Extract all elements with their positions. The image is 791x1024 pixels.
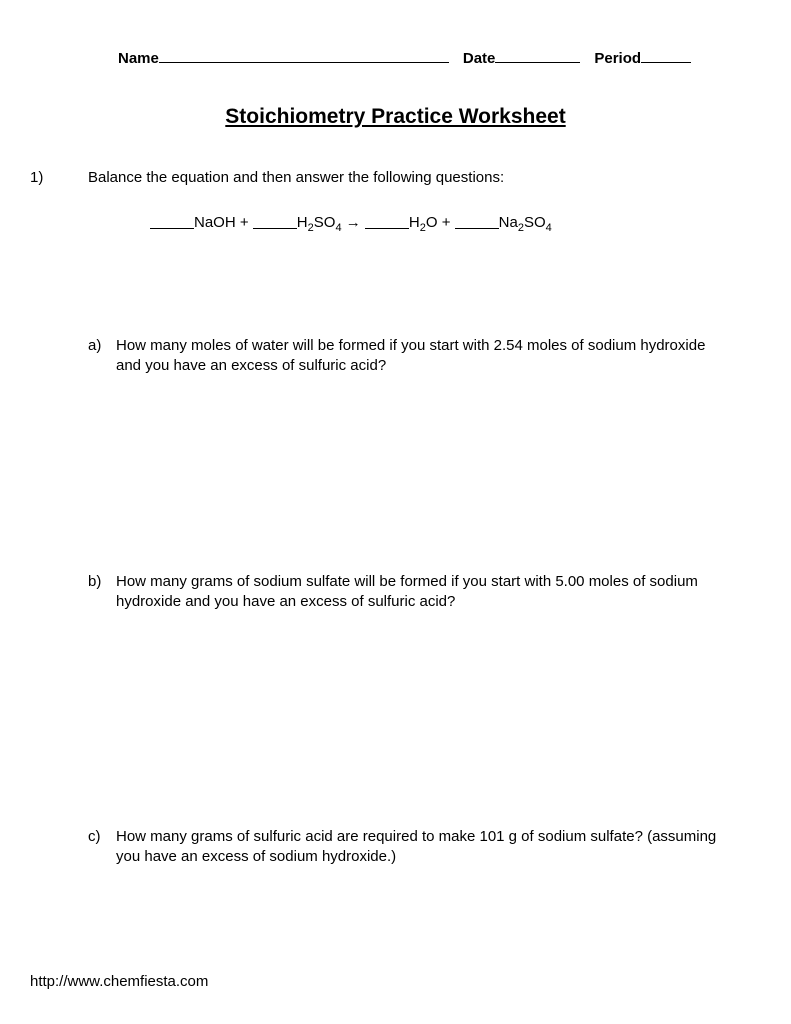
date-label: Date — [463, 50, 496, 67]
product-2-sub2: 4 — [546, 222, 552, 234]
plus-2: + — [438, 214, 455, 231]
subpart-c: c) How many grams of sulfuric acid are r… — [88, 827, 731, 868]
subpart-b: b) How many grams of sodium sulfate will… — [88, 572, 731, 613]
reactant-2-mid: SO — [314, 214, 336, 231]
subpart-a-text: How many moles of water will be formed i… — [116, 336, 731, 377]
coefficient-blank-2[interactable] — [253, 228, 297, 229]
header-fields: Name Date Period — [118, 50, 731, 67]
subpart-b-text: How many grams of sodium sulfate will be… — [116, 572, 731, 613]
period-blank[interactable] — [641, 62, 691, 63]
coefficient-blank-1[interactable] — [150, 228, 194, 229]
product-2-mid: SO — [524, 214, 546, 231]
reactant-1: NaOH — [194, 214, 236, 231]
subpart-c-text: How many grams of sulfuric acid are requ… — [116, 827, 731, 868]
worksheet-title: Stoichiometry Practice Worksheet — [30, 105, 761, 129]
product-2-pre: Na — [499, 214, 518, 231]
chemical-equation: NaOH + H2SO4 → H2O + Na2SO4 — [30, 214, 761, 231]
subpart-c-letter: c) — [88, 827, 116, 847]
footer-url: http://www.chemfiesta.com — [30, 973, 208, 990]
name-label: Name — [118, 50, 159, 67]
product-1-post: O — [426, 214, 438, 231]
reactant-2-pre: H — [297, 214, 308, 231]
coefficient-blank-4[interactable] — [455, 228, 499, 229]
subpart-a: a) How many moles of water will be forme… — [88, 336, 731, 377]
subpart-a-letter: a) — [88, 336, 116, 356]
product-1-pre: H — [409, 214, 420, 231]
reaction-arrow: → — [342, 214, 365, 231]
question-prompt: Balance the equation and then answer the… — [88, 169, 761, 186]
question-number: 1) — [30, 169, 88, 186]
date-blank[interactable] — [495, 62, 580, 63]
coefficient-blank-3[interactable] — [365, 228, 409, 229]
name-blank[interactable] — [159, 62, 449, 63]
question-1: 1) Balance the equation and then answer … — [30, 169, 761, 186]
plus-1: + — [236, 214, 253, 231]
period-label: Period — [594, 50, 641, 67]
subpart-b-letter: b) — [88, 572, 116, 592]
